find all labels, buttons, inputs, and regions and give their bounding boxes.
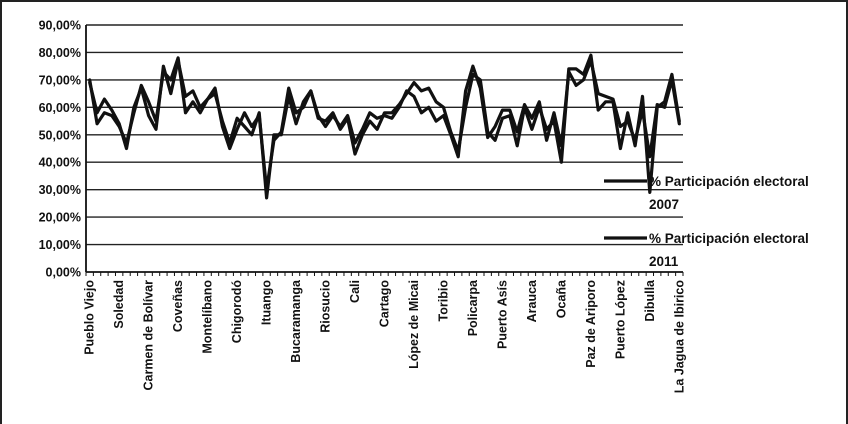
y-tick-label: 80,00% <box>39 46 81 60</box>
x-tick-label: Cali <box>348 280 362 303</box>
x-tick-label: Montelíbano <box>201 280 215 354</box>
x-tick-label: Puerto López <box>613 280 627 359</box>
axes <box>85 25 684 276</box>
x-tick-label: Arauca <box>525 279 539 322</box>
x-tick-label: Soledad <box>112 280 126 329</box>
gridlines <box>86 24 683 246</box>
x-tick-label: Policarpa <box>466 279 480 336</box>
y-tick-label: 70,00% <box>39 73 81 87</box>
x-tick-label: López de Micai <box>407 280 421 369</box>
x-tick-label: Chigorodó <box>230 280 244 344</box>
y-tick-label: 50,00% <box>39 128 81 142</box>
y-tick-label: 60,00% <box>39 101 81 115</box>
x-tick-label: Riosucio <box>319 280 333 333</box>
x-tick-label: Carmen de Bolívar <box>142 280 156 391</box>
legend-label-2: % Participación electoral 2011 <box>649 231 809 269</box>
y-tick-label: 20,00% <box>39 211 81 225</box>
x-tick-label: Coveñas <box>171 280 185 332</box>
x-tick-label: Dibulla <box>643 279 657 322</box>
x-tick-label: Bucaramanga <box>289 279 303 363</box>
x-tick-label: La Jagua de Ibirico <box>672 280 686 394</box>
series-line-2 <box>88 59 681 192</box>
x-tick-label: Pueblo Viejo <box>83 280 97 355</box>
y-tick-label: 90,00% <box>39 19 81 33</box>
x-tick-label: Cartago <box>378 280 392 328</box>
x-tick-label: Toribio <box>436 280 450 322</box>
x-tick-label: Paz de Ariporo <box>584 280 598 368</box>
x-tick-label: Puerto Asís <box>495 280 509 349</box>
y-axis-tick-labels: 0,00% 10,00% 20,00% 30,00% 40,00% 50,00% 60,00… <box>39 19 81 280</box>
y-tick-label: 30,00% <box>39 183 81 197</box>
y-tick-label: 40,00% <box>39 156 81 170</box>
series-line-1 <box>88 53 681 200</box>
y-tick-label: 0,00% <box>46 266 81 280</box>
x-tick-label: Ituango <box>260 280 274 325</box>
series-lines <box>88 53 681 200</box>
x-axis-tick-labels: Pueblo Viejo Soledad Carmen de Bolívar Cove… <box>83 279 687 393</box>
legend: % Participación electoral 2007 % Participa… <box>604 174 809 269</box>
legend-label-1: % Participación electoral 2007 <box>649 174 809 212</box>
y-tick-label: 10,00% <box>39 238 81 252</box>
x-tick-label: Ocaña <box>554 279 568 318</box>
